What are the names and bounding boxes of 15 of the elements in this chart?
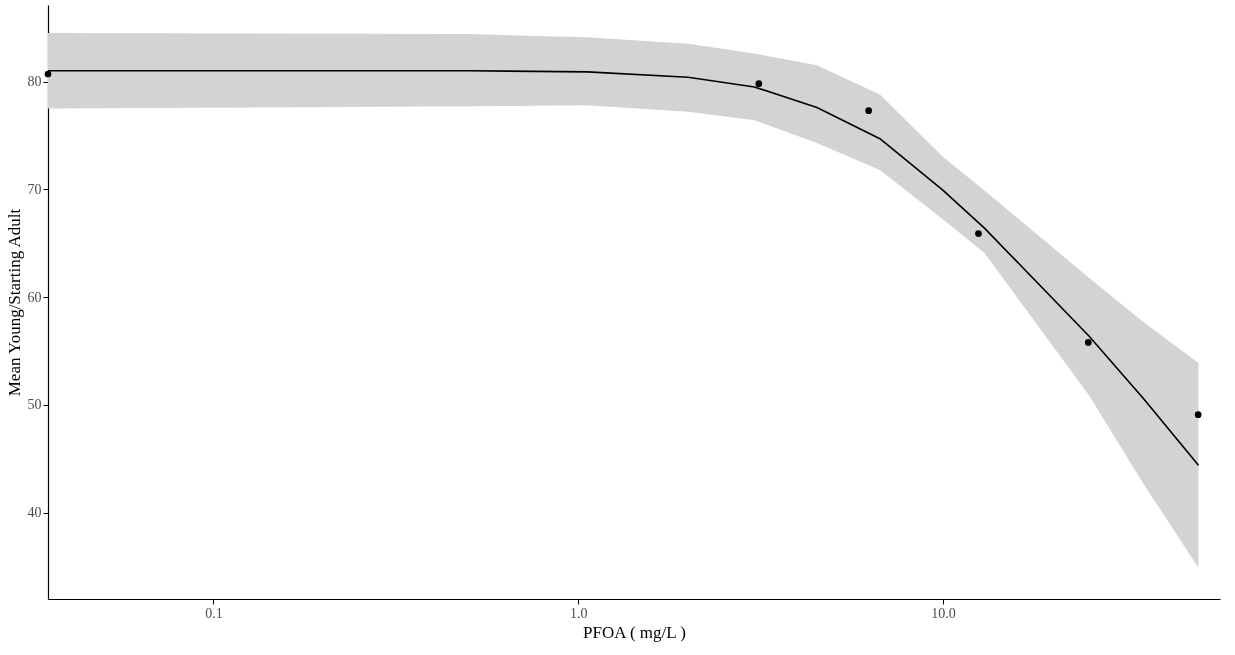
y-tick-label: 50 [27, 397, 42, 413]
point [975, 230, 982, 237]
y-tick-label: 80 [27, 74, 42, 90]
x-tick-label: 1.0 [570, 605, 588, 621]
y-axis-title: Mean Young/Starting Adult [4, 208, 24, 397]
point [1194, 411, 1202, 418]
point [865, 107, 872, 114]
y-tick-label: 60 [27, 289, 42, 305]
x-axis-title: PFOA ( mg/L ) [583, 622, 686, 642]
x-tick-label: 10.0 [931, 605, 956, 621]
y-tick-label: 40 [27, 505, 42, 521]
x-tick-label: 0.1 [205, 605, 223, 621]
point [755, 80, 763, 88]
y-tick-label: 70 [27, 181, 42, 197]
point [1084, 339, 1092, 346]
